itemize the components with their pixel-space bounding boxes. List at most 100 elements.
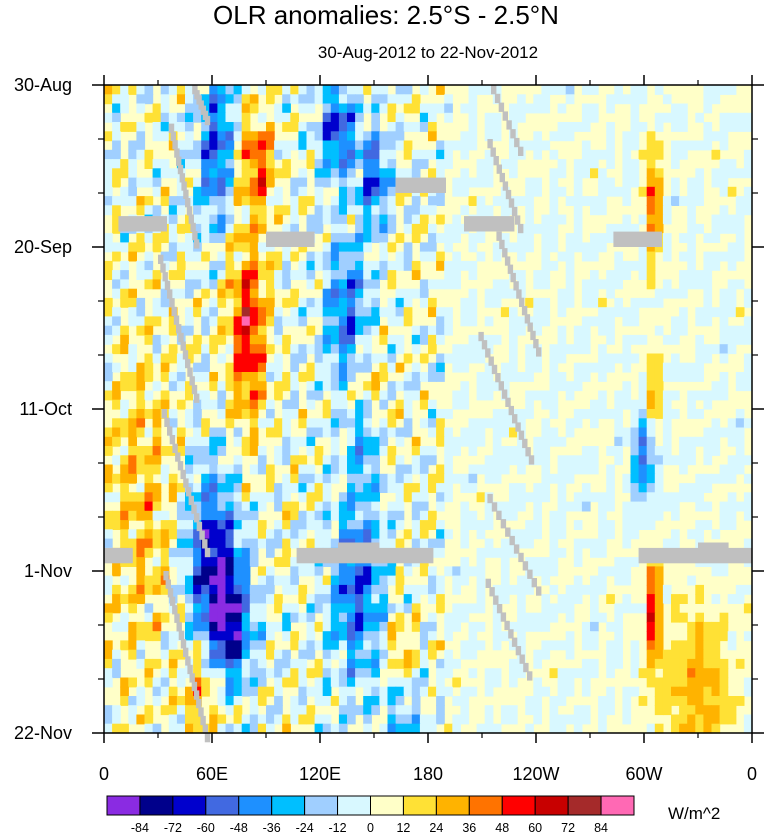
heatmap-cell [379,446,389,456]
heatmap-cell [257,353,267,364]
heatmap-cell [428,510,437,521]
heatmap-cell [322,344,332,355]
heatmap-cell [654,575,664,586]
heatmap-cell [517,103,526,114]
heatmap-cell [598,297,607,308]
heatmap-cell [241,520,251,530]
heatmap-cell [509,668,518,679]
heatmap-cell [581,640,591,651]
heatmap-cell [662,94,672,105]
heatmap-cell [290,177,299,188]
heatmap-cell [573,557,583,567]
heatmap-cell [719,288,729,299]
heatmap-cell [201,575,210,586]
heatmap-cell [274,260,283,271]
heatmap-cell [654,640,664,651]
heatmap-cell [727,85,737,95]
heatmap-cell [371,186,380,197]
heatmap-cell [695,353,704,364]
heatmap-cell [314,584,324,595]
heatmap-field [104,85,753,743]
heatmap-cell [549,205,559,216]
heatmap-cell [727,288,737,299]
heatmap-cell [638,696,648,706]
heatmap-cell [395,686,405,697]
heatmap-cell [347,334,356,345]
heatmap-cell [233,714,243,725]
heatmap-cell [606,473,615,484]
heatmap-cell [185,584,194,595]
heatmap-cell [679,251,688,262]
heatmap-cell [395,584,405,595]
heatmap-cell [662,399,672,410]
heatmap-cell [581,677,591,688]
heatmap-cell [419,658,429,669]
heatmap-cell [419,85,429,95]
heatmap-cell [176,696,186,706]
heatmap-cell [233,223,243,234]
heatmap-cell [363,85,372,95]
heatmap-cell [322,723,332,734]
heatmap-cell [120,381,129,392]
heatmap-cell [630,686,640,697]
heatmap-cell [322,242,332,253]
heatmap-cell [662,196,672,206]
heatmap-cell [225,270,235,280]
heatmap-cell [403,223,413,234]
heatmap-cell [257,168,267,179]
heatmap-cell [338,529,348,540]
heatmap-cell [233,427,243,438]
heatmap-cell [249,603,259,614]
heatmap-cell [347,140,356,151]
heatmap-cell [322,427,332,438]
heatmap-cell [201,677,210,688]
heatmap-cell [743,584,753,595]
missing-data-cell [533,339,539,349]
heatmap-cell [249,492,259,503]
heatmap-cell [322,520,332,530]
heatmap-cell [249,668,259,679]
heatmap-cell [436,279,445,290]
heatmap-cell [225,631,235,642]
heatmap-cell [598,196,607,206]
heatmap-cell [290,529,299,540]
heatmap-cell [338,399,348,410]
heatmap-cell [322,297,332,308]
heatmap-cell [703,260,713,271]
heatmap-cell [565,251,575,262]
heatmap-cell [160,446,170,456]
heatmap-cell [533,316,542,327]
heatmap-cell [662,214,672,225]
heatmap-cell [395,621,405,632]
heatmap-cell [355,483,364,493]
missing-data-cell [194,513,200,523]
heatmap-cell [630,418,640,429]
heatmap-cell [395,492,405,503]
heatmap-cell [614,390,623,401]
heatmap-cell [581,538,591,549]
heatmap-cell [622,473,632,484]
heatmap-cell [266,584,275,595]
heatmap-cell [185,131,194,142]
heatmap-cell [638,455,648,466]
heatmap-cell [468,446,478,456]
heatmap-cell [298,177,308,188]
heatmap-cell [403,566,413,577]
missing-data-cell [163,571,169,581]
heatmap-cell [225,723,235,734]
heatmap-cell [225,668,235,679]
heatmap-cell [403,390,413,401]
heatmap-cell [314,140,324,151]
heatmap-cell [274,538,283,549]
heatmap-cell [379,85,389,95]
heatmap-cell [735,233,745,243]
heatmap-cell [136,149,146,160]
heatmap-cell [136,483,146,493]
heatmap-cell [590,270,599,280]
heatmap-cell [217,288,227,299]
heatmap-cell [387,279,397,290]
heatmap-cell [646,372,656,382]
heatmap-cell [290,557,299,567]
heatmap-cell [322,677,332,688]
heatmap-cell [411,233,421,243]
